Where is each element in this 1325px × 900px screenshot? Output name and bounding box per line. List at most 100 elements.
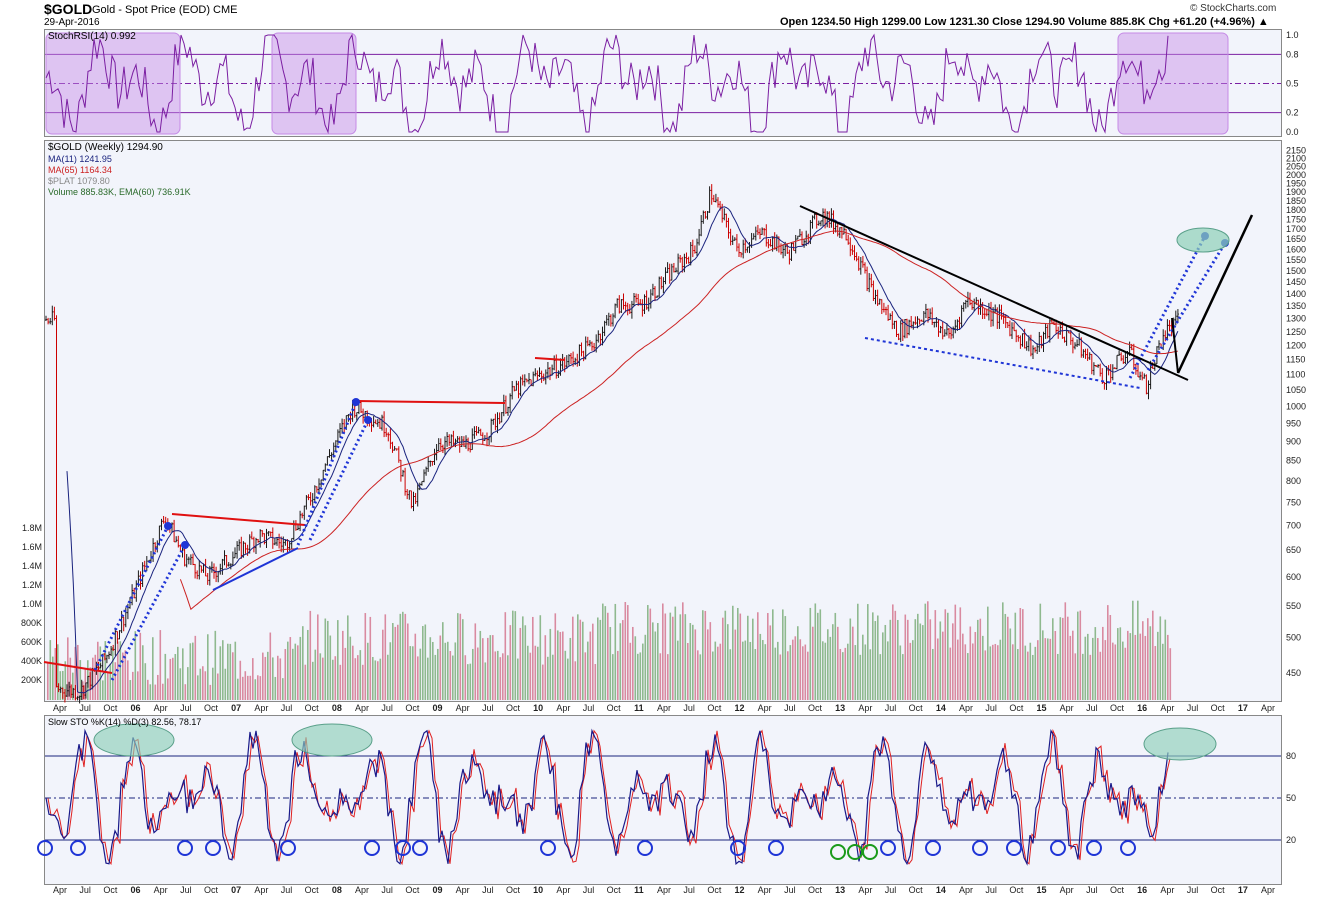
volume-bar <box>779 654 782 700</box>
volume-bar <box>582 621 584 700</box>
volume-tick-label: 1.2M <box>22 580 42 590</box>
volume-bar <box>747 615 749 700</box>
volume-bar <box>617 650 619 700</box>
oversold-circle <box>205 840 221 856</box>
volume-bar <box>1072 630 1074 700</box>
volume-bar <box>637 653 639 700</box>
oversold-circle <box>412 840 428 856</box>
volume-bar <box>222 640 224 700</box>
x-tick-label: Oct <box>204 703 219 713</box>
volume-bar <box>902 654 904 700</box>
volume-bar <box>337 620 339 700</box>
volume-bar <box>777 641 779 700</box>
volume-bar <box>922 625 924 700</box>
volume-bar <box>1044 638 1047 700</box>
price-tick-label: 1300 <box>1286 314 1306 324</box>
volume-bar <box>1027 651 1029 700</box>
x-tick-label: Oct <box>506 885 521 895</box>
volume-bar <box>952 623 954 700</box>
x-tick-label: Apr <box>758 885 772 895</box>
x-tick-label: Oct <box>204 885 219 895</box>
volume-bar <box>534 645 537 700</box>
volume-bar <box>832 624 834 700</box>
x-tick-label: Jul <box>1086 703 1098 713</box>
volume-bar <box>787 651 789 700</box>
volume-bar <box>164 653 167 700</box>
volume-bar <box>147 679 149 700</box>
volume-bar <box>102 680 104 700</box>
volume-bar <box>69 657 72 700</box>
volume-bar <box>1047 638 1049 700</box>
x-tick-label: Jul <box>885 703 897 713</box>
volume-bar <box>92 657 94 700</box>
x-tick-label: Oct <box>1009 703 1024 713</box>
x-tick-label: Jul <box>583 885 595 895</box>
price-tick-label: 1800 <box>1286 205 1306 215</box>
volume-bar <box>397 624 399 700</box>
volume-bar <box>264 656 267 700</box>
volume-bar <box>737 607 739 700</box>
volume-bar <box>1149 626 1152 700</box>
volume-bar <box>827 629 829 700</box>
resistance-line <box>534 357 566 361</box>
volume-bar <box>1012 644 1014 700</box>
volume-bar <box>434 654 437 700</box>
trend-arrow <box>1128 235 1207 379</box>
volume-bar <box>1139 633 1142 700</box>
x-tick-label: Oct <box>808 703 823 713</box>
volume-bar <box>792 639 794 700</box>
volume-bar <box>969 626 972 700</box>
volume-bar <box>457 613 459 700</box>
chart-symbol: $GOLD <box>44 1 93 17</box>
price-tick-label: 1750 <box>1286 214 1306 224</box>
volume-bar <box>937 638 939 700</box>
oversold-circle <box>925 840 941 856</box>
rsi-tick-label: 0.8 <box>1286 49 1299 59</box>
volume-bar <box>839 648 842 700</box>
volume-bar <box>919 623 922 700</box>
volume-bar <box>182 648 184 700</box>
volume-bar <box>422 626 424 700</box>
x-tick-label: Jul <box>985 885 997 895</box>
volume-bar <box>252 658 254 700</box>
x-tick-label: Apr <box>254 703 268 713</box>
volume-bar <box>219 646 222 700</box>
rsi-highlight-box <box>1117 32 1229 135</box>
volume-bar <box>1147 618 1149 700</box>
volume-bar <box>462 619 464 700</box>
x-tick-label: Apr <box>53 703 67 713</box>
volume-bar <box>989 646 992 700</box>
volume-bar <box>862 634 864 700</box>
volume-bar <box>994 643 997 700</box>
volume-bar <box>1084 636 1087 700</box>
volume-bar <box>689 623 692 700</box>
volume-bar <box>799 639 802 700</box>
slow-sto-legend: Slow STO %K(14) %D(3) 82.56, 78.17 <box>48 717 202 727</box>
volume-bar <box>1029 642 1032 700</box>
volume-bar <box>882 632 884 700</box>
overbought-ellipse <box>291 723 373 757</box>
x-tick-label: Oct <box>707 885 722 895</box>
volume-bar <box>972 643 974 700</box>
trend-arrow <box>110 544 187 681</box>
volume-bar <box>657 623 659 700</box>
oversold-circle-green <box>830 844 846 860</box>
x-tick-label: Jul <box>381 885 393 895</box>
volume-bar <box>357 655 359 700</box>
volume-bar <box>489 635 492 700</box>
volume-bar <box>324 618 327 700</box>
volume-bar <box>889 619 892 700</box>
volume-bar <box>727 624 729 700</box>
volume-bar <box>1004 613 1007 700</box>
x-tick-label: Apr <box>657 885 671 895</box>
volume-bar <box>209 684 212 700</box>
volume-bar <box>782 609 784 700</box>
volume-bar <box>887 641 889 700</box>
volume-bar <box>714 641 717 700</box>
oversold-circle <box>364 840 380 856</box>
volume-bar <box>197 675 199 700</box>
arrow-head <box>181 541 189 549</box>
price-tick-label: 1950 <box>1286 178 1306 188</box>
volume-tick-label: 800K <box>21 618 42 628</box>
